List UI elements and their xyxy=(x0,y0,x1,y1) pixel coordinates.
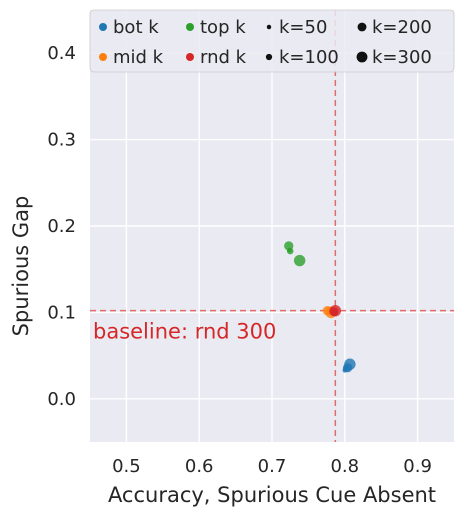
legend-marker xyxy=(186,23,194,31)
x-tick-label: 0.7 xyxy=(258,456,287,477)
legend-marker xyxy=(356,51,368,63)
legend-entry: k=200 xyxy=(372,17,432,38)
y-tick-label: 0.0 xyxy=(47,389,76,410)
legend-entry: mid k xyxy=(113,47,164,68)
legend: bot k top k k=50 k=200 mid k rnd k k=100 k=300 xyxy=(89,9,455,73)
x-tick-label: 0.6 xyxy=(185,456,214,477)
y-axis-label: Spurious Gap xyxy=(9,196,33,337)
y-tick-label: 0.1 xyxy=(47,302,76,323)
legend-entry: bot k xyxy=(113,17,159,38)
legend-marker xyxy=(266,24,272,30)
legend-entry: k=300 xyxy=(372,47,432,68)
y-tick-label: 0.3 xyxy=(47,130,76,151)
x-tick-label: 0.9 xyxy=(403,456,432,477)
data-point xyxy=(293,254,306,267)
legend-marker xyxy=(357,22,367,32)
legend-marker xyxy=(265,53,273,61)
y-tick-label: 0.2 xyxy=(47,216,76,237)
legend-marker xyxy=(99,23,107,31)
legend-entry: top k xyxy=(200,17,246,38)
legend-marker xyxy=(186,53,194,61)
legend-entry: k=100 xyxy=(279,47,339,68)
legend-entry: k=50 xyxy=(279,17,327,38)
legend-entry: rnd k xyxy=(200,47,247,68)
data-point xyxy=(284,241,294,251)
data-point xyxy=(344,358,356,370)
x-tick-label: 0.8 xyxy=(330,456,359,477)
data-point xyxy=(329,304,342,317)
baseline-annotation: baseline: rnd 300 xyxy=(93,320,276,344)
x-tick-label: 0.5 xyxy=(112,456,141,477)
y-tick-label: 0.4 xyxy=(47,43,76,64)
x-axis-label: Accuracy, Spurious Cue Absent xyxy=(108,483,436,507)
legend-marker xyxy=(99,53,107,61)
